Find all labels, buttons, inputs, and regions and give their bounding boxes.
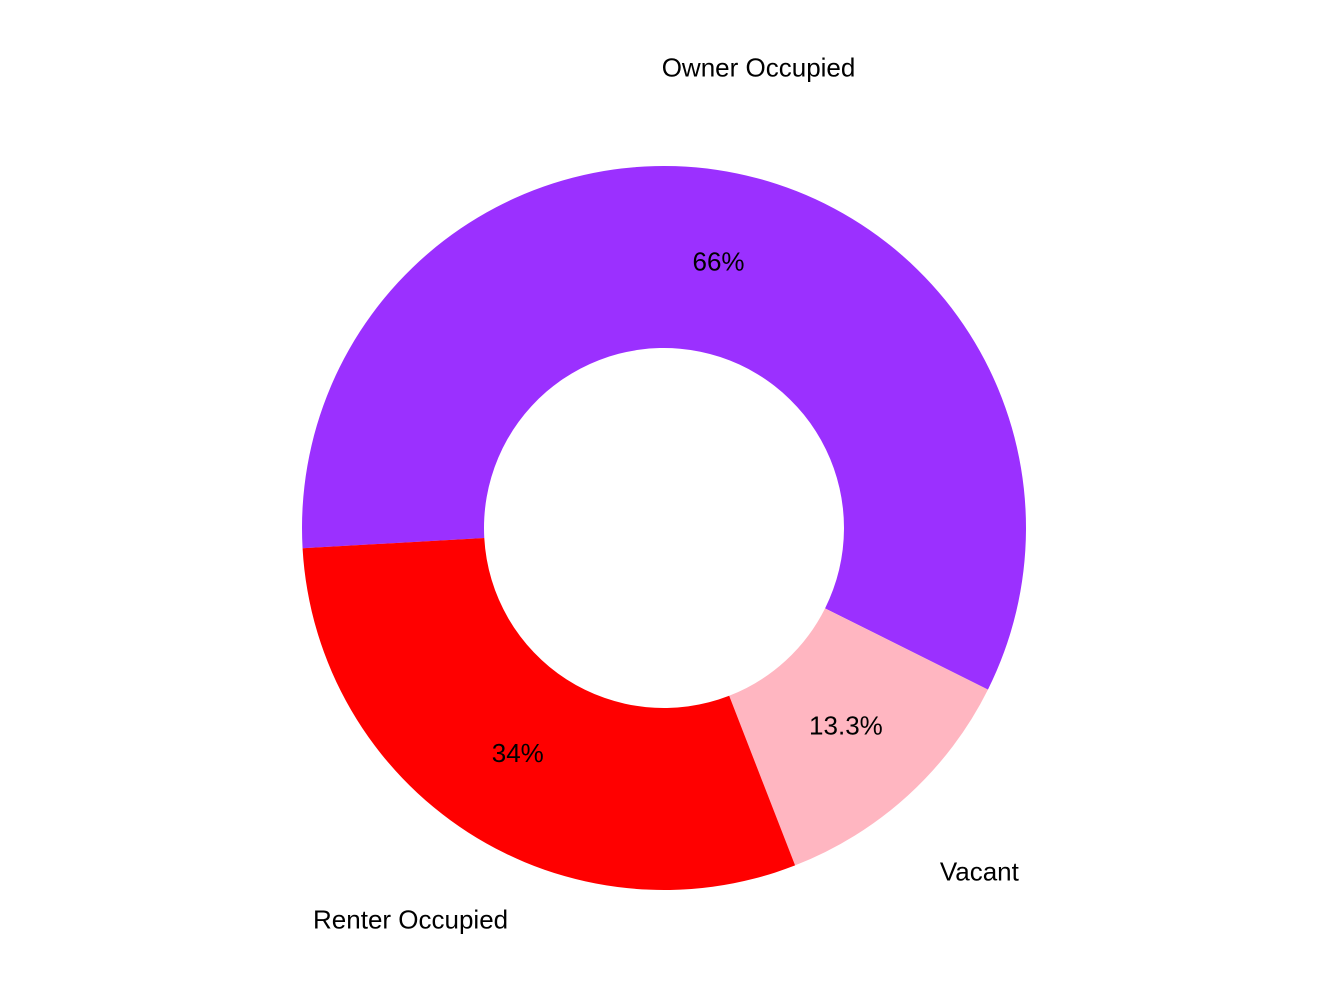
category-label: Vacant bbox=[940, 857, 1020, 887]
donut-slice bbox=[302, 165, 1027, 690]
category-label: Renter Occupied bbox=[313, 904, 508, 934]
category-label: Owner Occupied bbox=[662, 53, 856, 83]
value-label: 34% bbox=[492, 738, 544, 768]
value-label: 13.3% bbox=[809, 710, 883, 740]
value-label: 66% bbox=[693, 246, 745, 276]
donut-slice bbox=[729, 608, 988, 866]
donut-slice bbox=[302, 538, 796, 890]
